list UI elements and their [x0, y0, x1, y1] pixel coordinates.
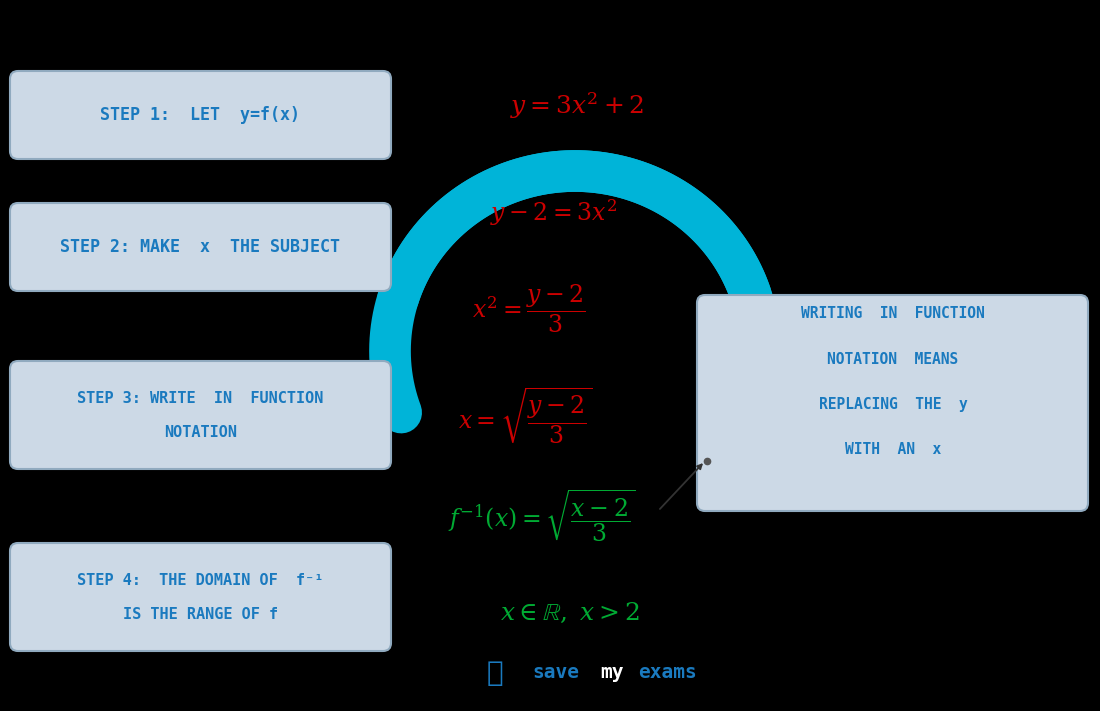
FancyBboxPatch shape	[10, 361, 390, 469]
Text: $y=3x^2+2$: $y=3x^2+2$	[510, 90, 645, 122]
Text: STEP 3: WRITE  IN  FUNCTION: STEP 3: WRITE IN FUNCTION	[77, 391, 323, 406]
Text: $f^{-1}(x)=\sqrt{\dfrac{x-2}{3}}$: $f^{-1}(x)=\sqrt{\dfrac{x-2}{3}}$	[448, 487, 636, 545]
Text: WRITING  IN  FUNCTION: WRITING IN FUNCTION	[801, 306, 984, 321]
Text: IS THE RANGE OF f: IS THE RANGE OF f	[123, 607, 278, 622]
Text: NOTATION  MEANS: NOTATION MEANS	[827, 351, 958, 366]
FancyBboxPatch shape	[10, 203, 390, 291]
Text: save: save	[532, 663, 579, 683]
FancyBboxPatch shape	[697, 295, 1088, 511]
FancyBboxPatch shape	[10, 71, 390, 159]
Text: WITH  AN  x: WITH AN x	[845, 442, 942, 456]
Text: STEP 4:  THE DOMAIN OF  f⁻¹: STEP 4: THE DOMAIN OF f⁻¹	[77, 573, 323, 588]
Text: NOTATION: NOTATION	[164, 425, 236, 440]
Text: ⦿: ⦿	[486, 659, 504, 687]
Text: STEP 2: MAKE  x  THE SUBJECT: STEP 2: MAKE x THE SUBJECT	[60, 238, 341, 256]
Text: $x^2=\dfrac{y-2}{3}$: $x^2=\dfrac{y-2}{3}$	[472, 283, 585, 335]
Text: REPLACING  THE  y: REPLACING THE y	[818, 397, 967, 412]
FancyBboxPatch shape	[10, 543, 390, 651]
Text: $x=\sqrt{\dfrac{y-2}{3}}$: $x=\sqrt{\dfrac{y-2}{3}}$	[458, 385, 593, 447]
Text: $x\in\mathbb{R},\ x>2$: $x\in\mathbb{R},\ x>2$	[500, 601, 640, 625]
Text: $y-2=3x^2$: $y-2=3x^2$	[490, 198, 617, 228]
Text: exams: exams	[638, 663, 696, 683]
Text: my: my	[600, 663, 624, 683]
Text: STEP 1:  LET  y=f(x): STEP 1: LET y=f(x)	[100, 106, 300, 124]
